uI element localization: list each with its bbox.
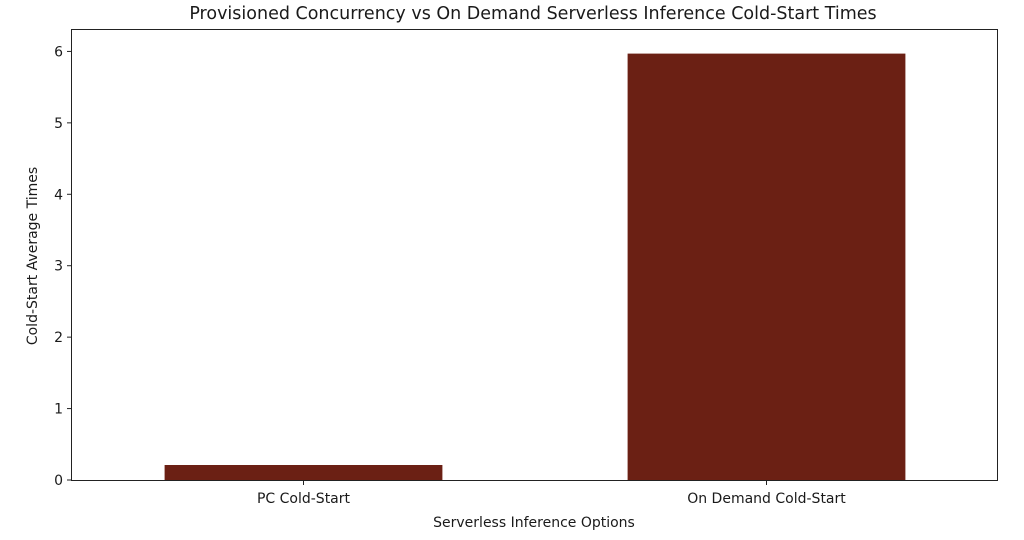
y-tick-label: 0 [54, 473, 63, 489]
x-tick-label: PC Cold-Start [257, 491, 351, 507]
y-tick-label: 2 [54, 330, 63, 346]
y-tick-label: 5 [54, 116, 63, 132]
x-axis-label: Serverless Inference Options [433, 515, 635, 531]
plot-frame [71, 29, 998, 481]
y-tick-label: 1 [54, 402, 63, 418]
y-tick-label: 3 [54, 259, 63, 275]
chart-title: Provisioned Concurrency vs On Demand Ser… [189, 4, 876, 24]
bar-pc-cold-start [164, 465, 443, 480]
y-axis-label: Cold-Start Average Times [25, 167, 41, 345]
bar-on-demand-cold-start [627, 53, 906, 480]
y-tick-label: 6 [54, 44, 63, 60]
x-tick-label: On Demand Cold-Start [687, 491, 846, 507]
y-tick-label: 4 [54, 187, 63, 203]
plot-area: PC Cold-Start On Demand Cold-Start 0 1 2 3 4 5 6 [54, 44, 906, 507]
